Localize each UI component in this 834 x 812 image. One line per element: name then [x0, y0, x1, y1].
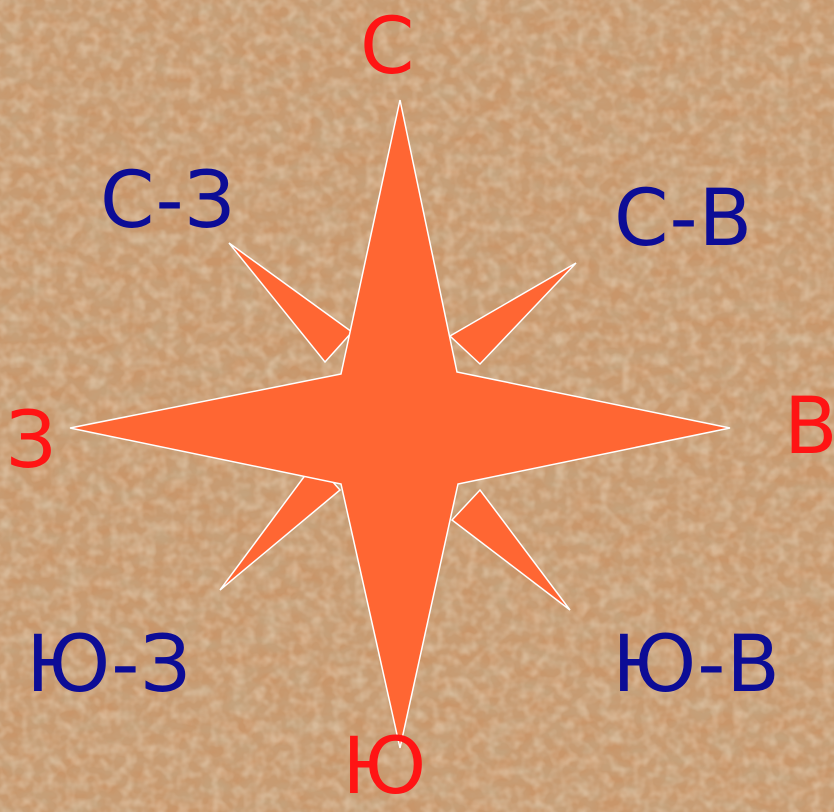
star-point-northwest	[228, 242, 354, 364]
label-northeast: С-В	[614, 174, 754, 264]
star-point-southeast	[450, 488, 571, 611]
label-south: Ю	[342, 722, 428, 812]
label-west: З	[6, 396, 58, 486]
label-southwest: Ю-З	[26, 620, 192, 710]
star-cardinal-points	[69, 99, 731, 749]
label-southeast: Ю-В	[612, 620, 781, 710]
label-north: С	[360, 2, 416, 92]
label-east: В	[784, 382, 834, 472]
label-northwest: С-З	[100, 156, 236, 246]
star-point-northeast	[448, 262, 577, 366]
